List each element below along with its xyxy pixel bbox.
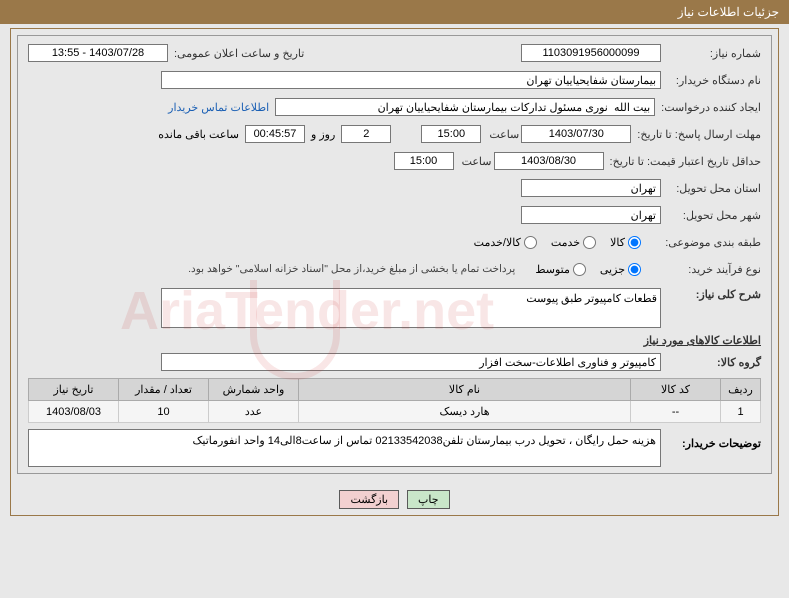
items-col-header: تعداد / مقدار — [119, 379, 209, 401]
table-cell: -- — [631, 401, 721, 423]
table-cell: 1403/08/03 — [29, 401, 119, 423]
announce-field[interactable] — [28, 44, 168, 62]
time-label-1: ساعت — [481, 128, 521, 141]
time-label-2: ساعت — [454, 155, 494, 168]
items-col-header: واحد شمارش — [209, 379, 299, 401]
table-cell: عدد — [209, 401, 299, 423]
main-panel: شماره نیاز: تاریخ و ساعت اعلان عمومی: نا… — [10, 28, 779, 516]
payment-note: پرداخت تمام یا بخشی از مبلغ خرید،از محل … — [188, 263, 515, 275]
cat-service-label: خدمت — [551, 236, 580, 249]
cat-both-radio[interactable] — [524, 236, 537, 249]
group-label: گروه کالا: — [661, 356, 761, 369]
buyer-notes-box: هزینه حمل رایگان ، تحویل درب بیمارستان ت… — [28, 429, 661, 467]
buyer-contact-link[interactable]: اطلاعات تماس خریدار — [168, 101, 269, 114]
remaining-label: ساعت باقی مانده — [158, 128, 239, 141]
items-col-header: کد کالا — [631, 379, 721, 401]
cat-goods-radio[interactable] — [628, 236, 641, 249]
items-section-title: اطلاعات کالاهای مورد نیاز — [28, 334, 761, 347]
content-panel: شماره نیاز: تاریخ و ساعت اعلان عمومی: نا… — [17, 35, 772, 474]
category-radiogroup: کالا خدمت کالا/خدمت — [474, 236, 641, 249]
table-cell: 10 — [119, 401, 209, 423]
cat-goods-label: کالا — [610, 236, 625, 249]
cat-both-label: کالا/خدمت — [474, 236, 521, 249]
validity-date-field[interactable] — [494, 152, 604, 170]
days-remaining-field[interactable] — [341, 125, 391, 143]
purchase-type-radiogroup: جزیی متوسط — [535, 263, 641, 276]
group-field[interactable] — [161, 353, 661, 371]
validity-time-field[interactable] — [394, 152, 454, 170]
city-label: شهر محل تحویل: — [661, 209, 761, 222]
validity-label: حداقل تاریخ اعتبار قیمت: تا تاریخ: — [604, 155, 761, 168]
category-label: طبقه بندی موضوعی: — [641, 236, 761, 249]
back-button[interactable]: بازگشت — [339, 490, 399, 509]
summary-textarea[interactable] — [161, 288, 661, 328]
req-number-field[interactable] — [521, 44, 661, 62]
table-cell: 1 — [721, 401, 761, 423]
cat-service-radio[interactable] — [583, 236, 596, 249]
buyer-notes-label: توضیحات خریدار: — [661, 429, 761, 467]
requester-field[interactable] — [275, 98, 655, 116]
city-field[interactable] — [521, 206, 661, 224]
items-col-header: نام کالا — [299, 379, 631, 401]
buyer-org-label: نام دستگاه خریدار: — [661, 74, 761, 87]
summary-label: شرح کلی نیاز: — [661, 288, 761, 301]
pt-small-label: جزیی — [600, 263, 625, 276]
items-table: ردیفکد کالانام کالاواحد شمارشتعداد / مقد… — [28, 378, 761, 423]
items-col-header: ردیف — [721, 379, 761, 401]
province-label: استان محل تحویل: — [661, 182, 761, 195]
pt-medium-label: متوسط — [535, 263, 570, 276]
req-number-label: شماره نیاز: — [661, 47, 761, 60]
announce-label: تاریخ و ساعت اعلان عمومی: — [168, 47, 304, 60]
purchase-type-label: نوع فرآیند خرید: — [641, 263, 761, 276]
table-row: 1--هارد دیسکعدد101403/08/03 — [29, 401, 761, 423]
deadline-time-field[interactable] — [421, 125, 481, 143]
pt-medium-radio[interactable] — [573, 263, 586, 276]
print-button[interactable]: چاپ — [407, 490, 450, 509]
buyer-org-field[interactable] — [161, 71, 661, 89]
deadline-date-field[interactable] — [521, 125, 631, 143]
province-field[interactable] — [521, 179, 661, 197]
days-and-label: روز و — [311, 128, 335, 141]
pt-small-radio[interactable] — [628, 263, 641, 276]
requester-label: ایجاد کننده درخواست: — [655, 101, 761, 114]
deadline-label: مهلت ارسال پاسخ: تا تاریخ: — [631, 128, 761, 141]
table-cell: هارد دیسک — [299, 401, 631, 423]
items-col-header: تاریخ نیاز — [29, 379, 119, 401]
countdown-field[interactable] — [245, 125, 305, 143]
window-title: جزئیات اطلاعات نیاز — [0, 0, 789, 24]
